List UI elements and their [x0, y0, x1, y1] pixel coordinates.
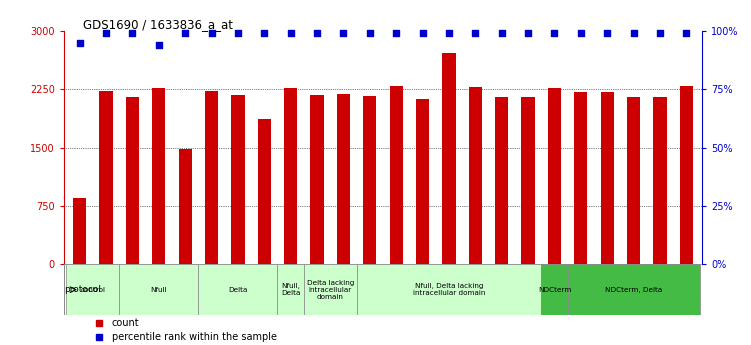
Text: Nfull: Nfull [150, 287, 167, 293]
Point [654, 31, 666, 36]
Text: count: count [112, 318, 140, 328]
Point [628, 31, 640, 36]
Bar [442, 53, 456, 264]
Bar [390, 86, 403, 264]
Text: GDS1690 / 1633836_a_at: GDS1690 / 1633836_a_at [83, 18, 233, 31]
Bar [568, 264, 699, 315]
Bar [337, 94, 350, 264]
Bar [67, 264, 119, 315]
Text: protocol: protocol [65, 285, 101, 294]
Bar [680, 86, 693, 264]
Text: NDCterm: NDCterm [538, 287, 572, 293]
Text: Nfull,
Delta: Nfull, Delta [281, 283, 300, 296]
Bar [416, 99, 429, 264]
Text: NDCterm, Delta: NDCterm, Delta [605, 287, 662, 293]
Point [469, 31, 481, 36]
Bar [601, 92, 614, 264]
Bar [357, 264, 541, 315]
Bar [231, 95, 245, 264]
Bar [575, 92, 587, 264]
Text: percentile rank within the sample: percentile rank within the sample [112, 332, 276, 342]
Point [443, 31, 455, 36]
Bar [310, 95, 324, 264]
Point [575, 31, 587, 36]
Point [337, 31, 349, 36]
Point [496, 31, 508, 36]
Text: Nfull, Delta lacking
intracellular domain: Nfull, Delta lacking intracellular domai… [413, 283, 485, 296]
Bar [548, 88, 561, 264]
Point [74, 40, 86, 46]
Bar [627, 97, 640, 264]
Bar [152, 88, 165, 264]
Bar [469, 87, 482, 264]
Point [126, 31, 138, 36]
Text: Delta: Delta [228, 287, 248, 293]
Point [417, 31, 429, 36]
Point [363, 31, 376, 36]
Bar [278, 264, 304, 315]
Point [232, 31, 244, 36]
Bar [363, 96, 376, 264]
Bar [179, 149, 192, 264]
Point [602, 31, 614, 36]
Point [152, 42, 164, 48]
Bar [73, 198, 86, 264]
Bar [541, 264, 568, 315]
Bar [205, 91, 218, 264]
Point [206, 31, 218, 36]
Bar [99, 91, 113, 264]
Point [522, 31, 534, 36]
Text: Delta lacking
intracellular
domain: Delta lacking intracellular domain [306, 280, 354, 300]
Bar [521, 97, 535, 264]
Bar [119, 264, 198, 315]
Bar [304, 264, 357, 315]
Point [179, 31, 192, 36]
Bar [258, 119, 271, 264]
Point [311, 31, 323, 36]
Point [258, 31, 270, 36]
Bar [126, 97, 139, 264]
Text: control: control [80, 287, 105, 293]
Bar [653, 97, 667, 264]
Point [391, 31, 403, 36]
Bar [284, 88, 297, 264]
Point [548, 31, 560, 36]
Point [100, 31, 112, 36]
Bar [495, 97, 508, 264]
Point [285, 31, 297, 36]
Point [680, 31, 692, 36]
Bar [198, 264, 278, 315]
